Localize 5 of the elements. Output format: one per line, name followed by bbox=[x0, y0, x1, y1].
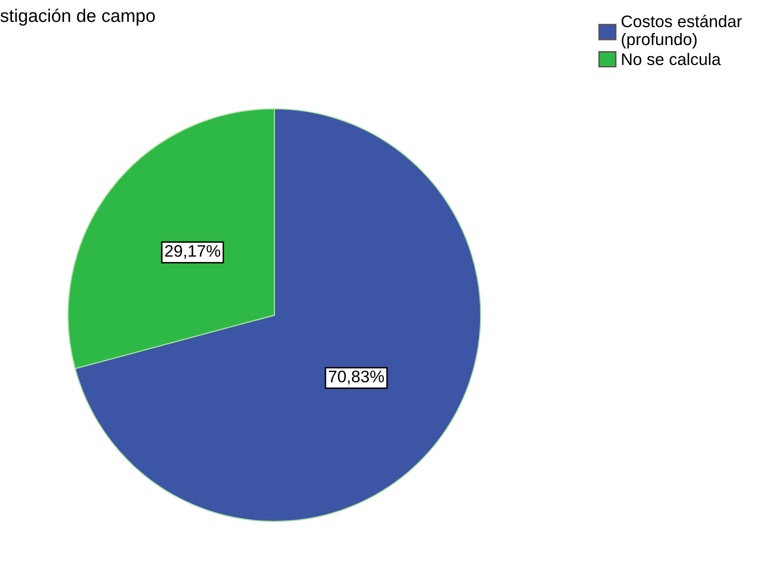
data-label: 29,17% bbox=[165, 245, 220, 259]
legend-label: Costos estándar (profundo) bbox=[622, 14, 742, 48]
chart-title: stigación de campo bbox=[0, 8, 155, 26]
data-label: 70,83% bbox=[328, 370, 384, 384]
legend-label: No se calcula bbox=[622, 52, 721, 66]
